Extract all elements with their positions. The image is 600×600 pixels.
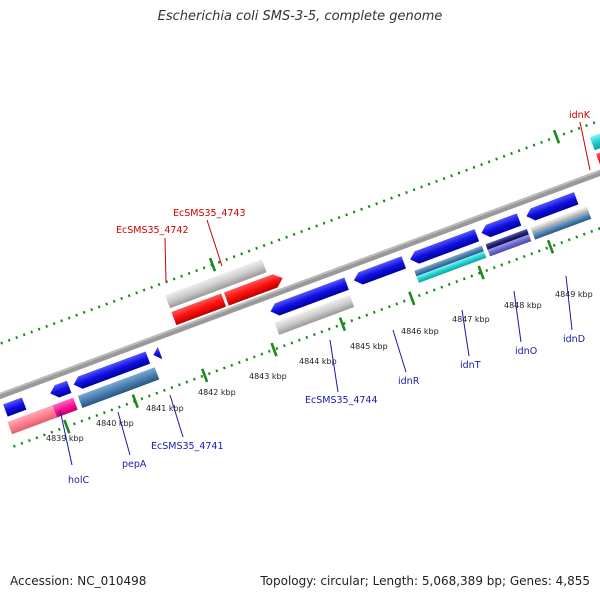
topology-text: Topology: circular; Length: 5,068,389 bp…: [260, 574, 590, 588]
leader-EcSMS35_4741: [169, 394, 184, 438]
label-EcSMS35_4744[interactable]: EcSMS35_4744: [305, 395, 378, 406]
genome-backbone-highlight: [0, 163, 600, 397]
leader-idnO: [513, 290, 522, 343]
gene-EcSMS35_4741[interactable]: [151, 346, 163, 362]
label-idnO[interactable]: idnO: [515, 346, 537, 357]
gene-holC[interactable]: [48, 380, 72, 400]
leader-idnR: [392, 329, 407, 373]
label-idnR[interactable]: idnR: [398, 376, 420, 387]
gene-idnO-shadow-2[interactable]: [487, 234, 532, 257]
gene-idnR[interactable]: [352, 256, 407, 287]
label-idnT[interactable]: idnT: [460, 360, 481, 371]
tick-4844: [408, 291, 416, 306]
leader-EcSMS35_4743: [206, 219, 223, 267]
gene-labels: EcSMS35_4742 EcSMS35_4743 idnK holC pepA…: [68, 110, 591, 486]
tick-4840: [131, 394, 139, 409]
leader-idnT: [461, 309, 470, 357]
gene-EcSMS35_4742[interactable]: [171, 293, 227, 326]
leader-idnD: [565, 275, 573, 331]
leader-lines: [59, 121, 591, 466]
gene-idnK-shadow[interactable]: [589, 126, 600, 151]
ruler-label-4846: 4846 kbp: [401, 327, 439, 336]
label-EcSMS35_4743[interactable]: EcSMS35_4743: [173, 208, 246, 219]
upper-tick: [208, 257, 217, 272]
label-EcSMS35_4742[interactable]: EcSMS35_4742: [116, 225, 189, 236]
gene-idnD-shadow[interactable]: [530, 206, 589, 234]
gene-holC-shadow-2[interactable]: [52, 397, 78, 418]
leader-pepA: [117, 411, 131, 456]
upper-ruler-ticks: [208, 129, 561, 272]
gene-idnT-shadow[interactable]: [414, 245, 484, 277]
gene-idnO[interactable]: [479, 213, 522, 239]
gene-holC-shadow[interactable]: [7, 405, 58, 435]
gene-idnT-shadow-2[interactable]: [416, 251, 487, 283]
leader-EcSMS35_4744: [329, 339, 339, 393]
gene-EcSMS35_4742-shadow[interactable]: [165, 259, 267, 309]
gene-EcSMS35_4744-shadow[interactable]: [274, 294, 355, 335]
label-idnD[interactable]: idnD: [563, 334, 585, 345]
leader-EcSMS35_4742: [164, 237, 167, 283]
upper-tick: [552, 129, 561, 144]
tick-4842: [270, 342, 278, 357]
tick-4846: [546, 239, 555, 254]
gene-idnT[interactable]: [408, 229, 480, 266]
gene-EcSMS35_4743[interactable]: [223, 272, 285, 306]
ruler-label-4841: 4841 kbp: [146, 404, 184, 413]
lower-ruler-dots: [12, 213, 600, 448]
label-pepA[interactable]: pepA: [122, 459, 147, 470]
accession-text: Accession: NC_010498: [10, 574, 147, 588]
gene-EcSMS35_4744[interactable]: [268, 277, 349, 318]
label-EcSMS35_4741[interactable]: EcSMS35_4741: [151, 441, 224, 452]
ruler-label-4839: 4839 kbp: [46, 434, 84, 443]
map-title: Escherichia coli SMS-3-5, complete genom…: [157, 9, 443, 24]
leader-idnK: [579, 121, 591, 171]
tick-4841: [200, 368, 209, 383]
gene-pepA-shadow[interactable]: [77, 367, 160, 409]
genome-track: [0, 118, 600, 448]
ruler-label-4844: 4844 kbp: [299, 357, 337, 366]
ruler-label-4847: 4847 kbp: [452, 315, 490, 324]
label-idnK[interactable]: idnK: [569, 110, 591, 121]
ruler-label-4840: 4840 kbp: [96, 419, 134, 428]
gene-idnD[interactable]: [524, 192, 579, 223]
tick-4843: [338, 317, 347, 332]
gene-holC-left[interactable]: [3, 397, 27, 417]
tick-4839: [63, 419, 71, 434]
ruler-labels: 4839 kbp 4840 kbp 4841 kbp 4842 kbp 4843…: [46, 290, 593, 443]
ruler-major-ticks: [63, 239, 555, 434]
gene-pepA[interactable]: [72, 351, 151, 391]
tick-4845: [477, 265, 485, 280]
ruler-label-4848: 4848 kbp: [504, 301, 542, 310]
ruler-label-4849: 4849 kbp: [555, 290, 593, 299]
ruler-label-4843: 4843 kbp: [249, 372, 287, 381]
label-holC[interactable]: holC: [68, 475, 89, 486]
ruler-label-4845: 4845 kbp: [350, 342, 388, 351]
ruler-label-4842: 4842 kbp: [198, 388, 236, 397]
gene-idnO-shadow[interactable]: [485, 228, 529, 250]
gene-idnD-shadow-2[interactable]: [532, 212, 592, 240]
leader-holC: [59, 409, 73, 466]
